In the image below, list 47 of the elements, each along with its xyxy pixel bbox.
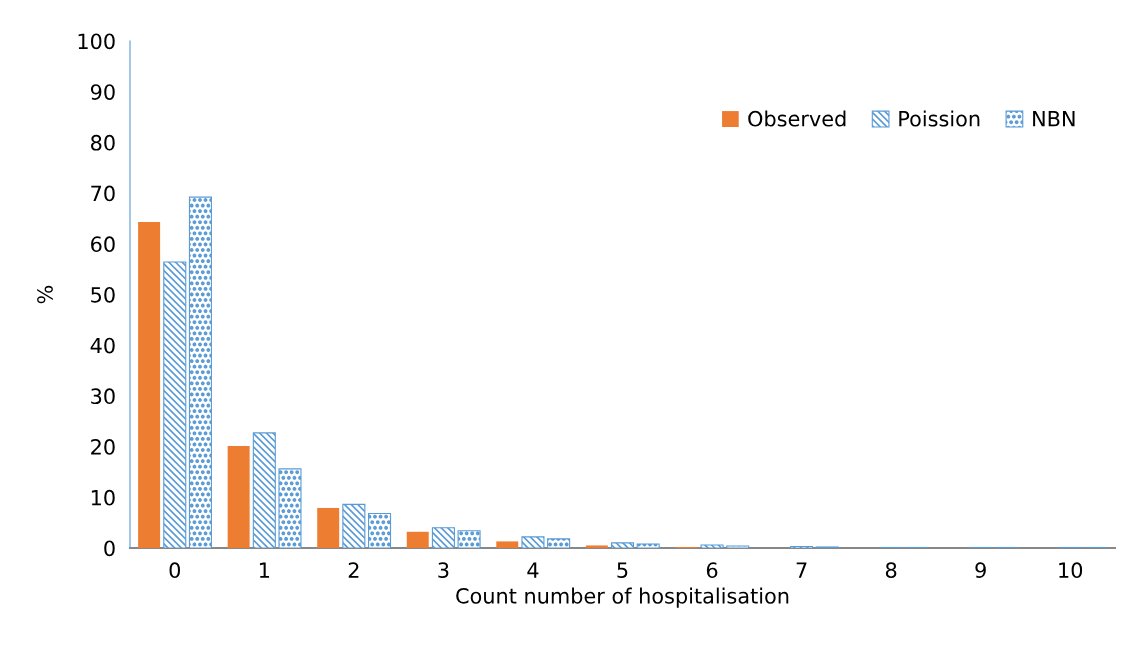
bar xyxy=(252,432,276,548)
legend-label: Observed xyxy=(748,110,846,127)
bar xyxy=(585,545,608,548)
bar xyxy=(188,196,212,548)
bar xyxy=(138,222,161,548)
bar xyxy=(636,543,660,548)
y-tick-label: 60 xyxy=(91,236,115,253)
bar xyxy=(227,446,250,548)
x-tick-label: 9 xyxy=(975,562,986,579)
x-tick-label: 1 xyxy=(259,562,270,578)
y-tick-label: 30 xyxy=(91,388,115,405)
y-tick-label: 10 xyxy=(91,489,115,506)
y-tick-label: 0 xyxy=(104,540,115,557)
y-axis-title: % xyxy=(37,285,53,304)
bar xyxy=(278,468,302,548)
x-tick-label: 7 xyxy=(796,562,807,578)
x-tick-label: 6 xyxy=(706,562,718,579)
bar xyxy=(163,261,187,548)
bar xyxy=(726,545,750,548)
bar xyxy=(610,542,635,548)
bar xyxy=(547,538,571,548)
legend-label: Poission xyxy=(899,110,980,127)
bar xyxy=(367,512,392,548)
y-tick-label: 50 xyxy=(91,286,115,303)
y-tick-label: 70 xyxy=(91,185,115,202)
x-tick-label: 2 xyxy=(348,562,359,578)
bar xyxy=(317,507,340,548)
x-tick-label: 10 xyxy=(1059,562,1083,579)
x-tick-label: 8 xyxy=(885,562,897,579)
x-tick-label: 5 xyxy=(617,562,628,579)
y-tick-label: 40 xyxy=(90,337,115,354)
x-axis-title: Count number of hospitalisation xyxy=(456,587,789,608)
legend-label: NBN xyxy=(1033,111,1075,127)
y-tick-label: 20 xyxy=(91,439,115,455)
bar xyxy=(406,531,429,548)
y-tick-label: 100 xyxy=(78,33,115,50)
bar xyxy=(521,536,545,548)
bar xyxy=(700,544,724,548)
x-tick-label: 4 xyxy=(527,562,539,578)
bar xyxy=(496,541,519,548)
x-tick-label: 0 xyxy=(169,562,181,579)
bar xyxy=(431,527,455,548)
y-tick-label: 90 xyxy=(90,84,115,100)
bar xyxy=(457,530,481,548)
x-tick-label: 3 xyxy=(438,562,449,579)
bar xyxy=(342,503,366,548)
y-tick-label: 80 xyxy=(91,134,115,151)
